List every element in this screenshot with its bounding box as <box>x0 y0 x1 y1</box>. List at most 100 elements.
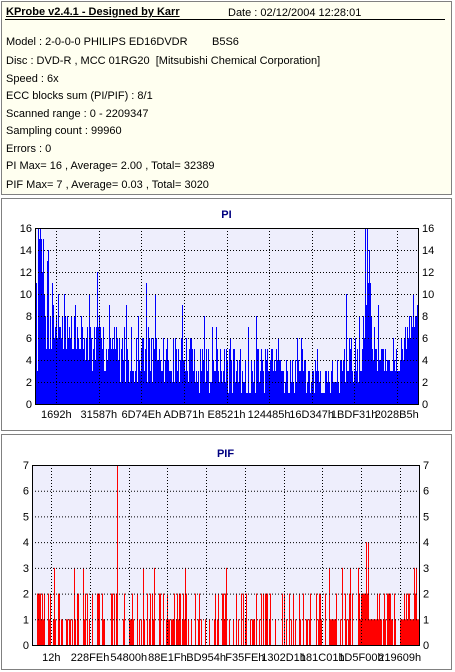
pif-y-tick-label: 3 <box>23 563 29 575</box>
pi-bar <box>304 360 305 404</box>
pi-bar <box>367 228 368 404</box>
pi-bar <box>247 393 248 404</box>
pif-bar <box>149 619 150 645</box>
pi-bar <box>414 327 415 404</box>
pif-bar <box>50 593 51 645</box>
pi-bar <box>190 338 191 404</box>
pi-bar <box>80 349 81 404</box>
pi-y-tick-label-right: 0 <box>422 399 428 411</box>
pif-bar <box>266 593 267 645</box>
pif-bar <box>112 593 113 645</box>
pi-bar <box>274 360 275 404</box>
info-panel: KProbe v2.4.1 - Designed by Karr Date : … <box>1 1 452 195</box>
pif-bar <box>177 593 178 645</box>
pi-bar <box>157 360 158 404</box>
pi-bar <box>159 349 160 404</box>
pi-bar <box>180 360 181 404</box>
pi-bar <box>156 338 157 404</box>
pi-bar <box>412 327 413 404</box>
pif-bar <box>376 619 377 645</box>
pif-bar <box>166 619 167 645</box>
pif-bar <box>263 593 264 645</box>
pif-bar <box>92 593 93 645</box>
pif-bar <box>123 619 124 645</box>
pif-bar <box>61 619 62 645</box>
pif-bar <box>75 619 76 645</box>
pif-x-tick-label: 219609h <box>378 652 421 664</box>
pi-bar <box>59 327 60 404</box>
pi-bar <box>101 338 102 404</box>
pi-bar <box>48 250 49 404</box>
pi-y-tick-label-right: 4 <box>422 355 428 367</box>
pi-bar <box>90 327 91 404</box>
pif-bar <box>291 619 292 645</box>
pi-bar <box>60 327 61 404</box>
pif-bar <box>335 619 336 645</box>
pif-bar <box>373 619 374 645</box>
pi-bar <box>82 327 83 404</box>
pif-bar <box>66 619 67 645</box>
pi-bar <box>257 349 258 404</box>
pi-bar <box>121 349 122 404</box>
pif-bar <box>379 593 380 645</box>
pi-bar <box>169 371 170 404</box>
pi-bar <box>300 371 301 404</box>
pi-y-tick-label: 12 <box>20 267 32 279</box>
pif-bar <box>252 619 253 645</box>
pi-bar <box>222 382 223 404</box>
pi-bar <box>301 338 302 404</box>
pif-bar <box>102 593 103 645</box>
pi-bar <box>170 371 171 404</box>
pif-bar <box>184 619 185 645</box>
pi-bar <box>53 305 54 404</box>
pi-bar <box>386 371 387 404</box>
pif-bar <box>229 619 230 645</box>
pi-bar <box>89 294 90 404</box>
pif-bar <box>217 619 218 645</box>
pif-bar <box>360 619 361 645</box>
pi-bar <box>199 393 200 404</box>
pif-bar <box>103 619 104 645</box>
pif-y-tick-label-right: 0 <box>423 640 429 652</box>
pi-bar <box>217 349 218 404</box>
pif-bar <box>250 619 251 645</box>
pi-bar <box>136 338 137 404</box>
pi-bar <box>378 305 379 404</box>
pi-bar <box>285 382 286 404</box>
pi-bar <box>204 316 205 404</box>
pi-bar <box>337 360 338 404</box>
pi-x-tick-label: 31587h <box>80 409 117 421</box>
pi-bar <box>85 360 86 404</box>
pi-bar <box>108 349 109 404</box>
pi-plot-frame <box>35 228 419 405</box>
pif-bar <box>222 593 223 645</box>
pi-bar <box>176 349 177 404</box>
pi-bar <box>109 305 110 404</box>
pif-bar <box>40 593 41 645</box>
pi-y-tick-label-right: 8 <box>422 311 428 323</box>
pif-bar <box>403 619 404 645</box>
pif-bar <box>275 619 276 645</box>
pif-bar <box>178 619 179 645</box>
pi-y-tick-label-right: 16 <box>422 223 434 235</box>
pif-bar <box>153 619 154 645</box>
pi-bar <box>253 382 254 404</box>
pi-bar <box>296 382 297 404</box>
pif-bar <box>87 593 88 645</box>
pi-bar <box>311 382 312 404</box>
pif-bar <box>384 593 385 645</box>
pi-bar <box>151 338 152 404</box>
pi-bar <box>145 349 146 404</box>
pi-bar <box>143 338 144 404</box>
pi-bar <box>263 371 264 404</box>
pi-bar <box>36 283 37 404</box>
pi-bar <box>395 371 396 404</box>
pi-bar <box>193 371 194 404</box>
pi-y-tick-label-right: 6 <box>422 333 428 345</box>
pif-bar <box>303 593 304 645</box>
pif-bar <box>371 619 372 645</box>
pi-bar <box>400 360 401 404</box>
pif-bar <box>143 567 144 645</box>
pi-bar <box>356 371 357 404</box>
pi-bar <box>387 360 388 404</box>
